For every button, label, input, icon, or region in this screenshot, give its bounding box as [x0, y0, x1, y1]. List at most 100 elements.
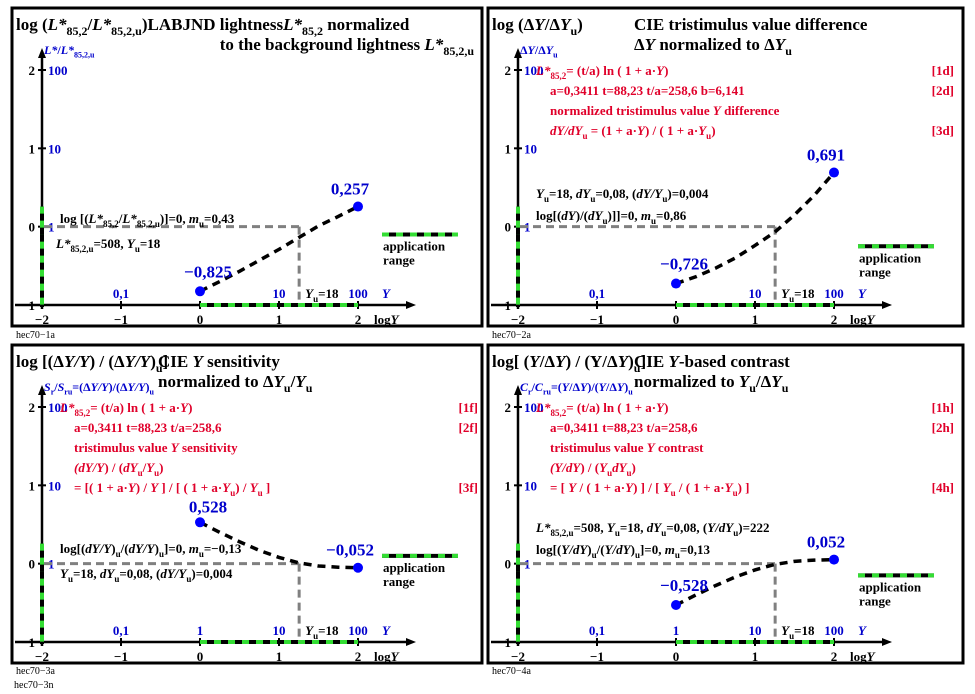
x-axis-label: logY	[374, 312, 400, 327]
x-axis-label: logY	[850, 312, 876, 327]
x-tick-label: 0	[197, 312, 204, 327]
x-log-label: 10	[749, 623, 762, 638]
equation-line: (Y/dY) / (Yu​dYu​)	[550, 460, 636, 478]
y-log-label: 100	[48, 400, 68, 415]
y-tick-label: −1	[21, 298, 35, 313]
data-curve	[199, 204, 359, 293]
chart-subtitle-2: normalized to Yu​/ΔYu​	[634, 372, 789, 395]
note-line: L*85,2,u​=508, Yu​=18, dYu​=0,08, (Y/dYu…	[535, 520, 770, 538]
x-log-label: 0,1	[113, 286, 129, 301]
x-log-label: 10	[273, 286, 286, 301]
equation-line: L*85,2​= (t/a) ln ( 1 + a·Y)	[535, 63, 668, 81]
y-log-label: 10	[48, 478, 61, 493]
y-tick-label: 2	[505, 63, 512, 78]
panel-caption: hec70−1a	[16, 330, 56, 341]
x-tick-label: 0	[673, 312, 680, 327]
note-line: Yu​=18, dYu​=0,08, (dY/Yu​)=0,004	[536, 186, 709, 204]
x-axis-arrow	[882, 301, 892, 309]
data-label-start: 0,528	[189, 497, 227, 516]
range-label-2: range	[859, 593, 891, 608]
equation-tag: [1d]	[932, 63, 954, 78]
equation-tag: [1f]	[459, 400, 479, 415]
equation-tag: [3d]	[932, 123, 954, 138]
panel-caption: hec70−4a	[492, 666, 532, 677]
y-axis-label: ΔY/ΔYu​	[520, 43, 558, 60]
y-tick-label: −1	[497, 298, 511, 313]
equation-line: (dY/Y) / (dYu​/Yu​)	[74, 460, 164, 478]
x-tick-label: 1	[752, 312, 759, 327]
equation-line: L*85,2​= (t/a) ln ( 1 + a·Y)	[59, 400, 192, 418]
x-log-label: 1	[197, 623, 204, 638]
x-axis-arrow	[882, 638, 892, 646]
note-line: log[(Y/dY)u​/(Y/dY)u​]=0, mu​=0,13	[536, 542, 711, 560]
x-unit-label: Y	[382, 623, 391, 638]
chart-title: log (L*85,2​/L*85,2,u​)LABJND lightnessL…	[16, 15, 410, 38]
x-tick-label: 1	[276, 649, 283, 664]
equation-line: tristimulus value Y sensitivity	[74, 440, 238, 455]
data-point-start	[671, 278, 681, 289]
y-axis-arrow	[38, 48, 46, 58]
equation-line: dY/dYu​ = (1 + a·Y) / ( 1 + a·Yu​)	[550, 123, 716, 141]
equation-tag: [2h]	[932, 420, 954, 435]
x-log-label: 100	[348, 286, 368, 301]
y-log-label: 100	[524, 400, 544, 415]
equation-tag: [2d]	[932, 83, 954, 98]
data-point-end	[353, 201, 363, 212]
x-log-label: 0,1	[113, 623, 129, 638]
equation-line: = [ Y / ( 1 + a·Y) ] / [ Yu​ / ( 1 + a·Y…	[550, 480, 750, 498]
y-axis-label: L*/L*85,2,u​	[43, 43, 95, 60]
data-label-start: −0,528	[660, 576, 708, 595]
y-axis-label: Sr​/Sru​=(ΔY/Y)/(ΔY/Y)u​	[44, 380, 155, 397]
y-axis-label: Cr​/Cru​=(Y/ΔY)/(Y/ΔY)u​	[520, 380, 633, 397]
x-log-label: 10	[749, 286, 762, 301]
panel-caption: hec70−3a	[16, 666, 56, 677]
y-tick-label: −1	[497, 635, 511, 650]
panel-4a: hec70−4a−2−1012−10121101000,1110100YlogY…	[486, 343, 965, 677]
yu-label: Yu​=18	[781, 286, 815, 304]
chart-title: log (ΔY/ΔYu​)	[492, 15, 583, 38]
y-tick-label: 1	[505, 478, 512, 493]
x-tick-label: 2	[831, 312, 838, 327]
y-tick-label: 0	[505, 557, 512, 572]
x-unit-label: Y	[382, 286, 391, 301]
equation-tag: [2f]	[459, 420, 479, 435]
equation-tag: [1h]	[932, 400, 954, 415]
range-label-2: range	[383, 574, 415, 589]
range-label-2: range	[383, 253, 415, 268]
chart-title: log[ (Y/ΔY) / (Y/ΔY)u​]	[492, 352, 646, 375]
x-tick-label: 2	[831, 649, 838, 664]
y-tick-label: 1	[505, 141, 512, 156]
equation-line: = [( 1 + a·Y) / Y ] / [ ( 1 + a·Yu​) / Y…	[74, 480, 270, 498]
note-line: Yu​=18, dYu​=0,08, (dY/Yu​)=0,004	[60, 566, 233, 584]
data-curve	[199, 520, 359, 570]
equation-line: a=0,3411 t=88,23 t/a=258,6	[74, 420, 222, 435]
equation-line: L*85,2​= (t/a) ln ( 1 + a·Y)	[535, 400, 668, 418]
y-log-label: 10	[524, 141, 537, 156]
y-tick-label: 0	[29, 557, 36, 572]
data-label-start: −0,825	[184, 262, 232, 281]
x-tick-label: 0	[673, 649, 680, 664]
data-point-start	[195, 517, 205, 528]
y-log-label: 10	[48, 141, 61, 156]
chart-title: log [(ΔY/Y) / (ΔY/Y)u​]	[16, 352, 168, 375]
yu-label: Yu​=18	[305, 286, 339, 304]
y-tick-label: −1	[21, 635, 35, 650]
y-tick-label: 1	[29, 141, 36, 156]
x-tick-label: −2	[511, 312, 525, 327]
note-line: log [(L*85,2​/L*85,2,u​)]=0, mu​=0,43	[60, 211, 235, 229]
data-point-end	[829, 554, 839, 565]
x-tick-label: 2	[355, 312, 362, 327]
equation-line: a=0,3411 t=88,23 t/a=258,6 b=6,141	[550, 83, 745, 98]
equation-line: tristimulus value Y contrast	[550, 440, 704, 455]
data-label-start: −0,726	[660, 255, 708, 274]
equation-line: normalized tristimulus value Y differenc…	[550, 103, 780, 118]
y-tick-label: 1	[29, 478, 36, 493]
y-axis-arrow	[514, 385, 522, 395]
equation-tag: [3f]	[459, 480, 479, 495]
data-curve	[675, 171, 836, 286]
x-log-label: 0,1	[589, 623, 605, 638]
x-log-label: 100	[824, 286, 844, 301]
data-label-end: −0,052	[326, 541, 374, 560]
y-tick-label: 0	[29, 220, 36, 235]
chart-subtitle: CIE Y sensitivity	[158, 352, 280, 371]
